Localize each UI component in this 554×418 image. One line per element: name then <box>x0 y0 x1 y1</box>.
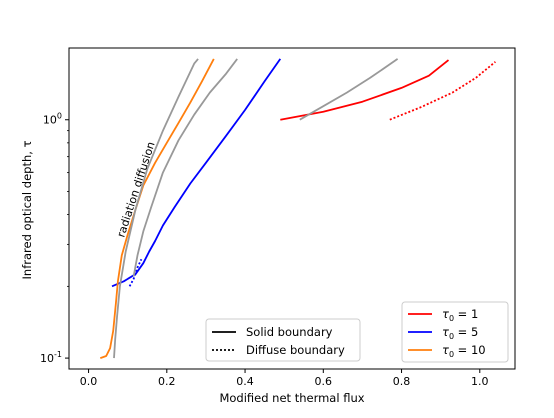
series-line-tau10-2 <box>99 58 215 359</box>
legend-tau-label-tau10: τ0 = 10 <box>442 343 486 359</box>
legend-boundary: Solid boundary Diffuse boundary <box>205 318 361 362</box>
ticks-layer: 0.0 0.2 0.4 0.6 0.8 1.0 10-1 100 <box>40 112 489 388</box>
legend-tau-box <box>401 301 509 363</box>
series-line-reference-5 <box>113 58 199 359</box>
legend-tau-label-tau1: τ0 = 1 <box>442 307 478 323</box>
legend-boundary-label: Solid boundary <box>246 325 333 339</box>
x-tick-label: 0.4 <box>236 375 254 388</box>
x-tick-label: 0.2 <box>158 375 176 388</box>
axes-frame <box>68 47 516 370</box>
series-line-reference-7 <box>299 58 399 121</box>
y-tick-label: 100 <box>43 112 62 127</box>
series-layer <box>99 58 496 359</box>
legend-tau: τ0 = 1 τ0 = 5 τ0 = 10 <box>401 301 509 363</box>
legend-boundary-label: Diffuse boundary <box>246 343 345 357</box>
series-line-tau5-0 <box>111 58 282 288</box>
x-axis-label: Modified net thermal flux <box>219 391 364 405</box>
x-tick-label: 0.0 <box>80 375 98 388</box>
legend-tau-label-tau5: τ0 = 5 <box>442 325 478 341</box>
x-tick-label: 0.8 <box>393 375 411 388</box>
series-line-tau1-4 <box>389 61 496 121</box>
series-line-tau5-1 <box>128 258 143 287</box>
series-line-reference-6 <box>132 58 238 277</box>
x-tick-label: 0.6 <box>315 375 333 388</box>
series-line-tau1-3 <box>280 59 450 121</box>
x-tick-label: 1.0 <box>471 375 489 388</box>
y-axis-label: Infrared optical depth, τ <box>20 140 34 279</box>
legend-boundary-box <box>205 318 361 362</box>
y-tick-label: 10-1 <box>40 350 62 365</box>
